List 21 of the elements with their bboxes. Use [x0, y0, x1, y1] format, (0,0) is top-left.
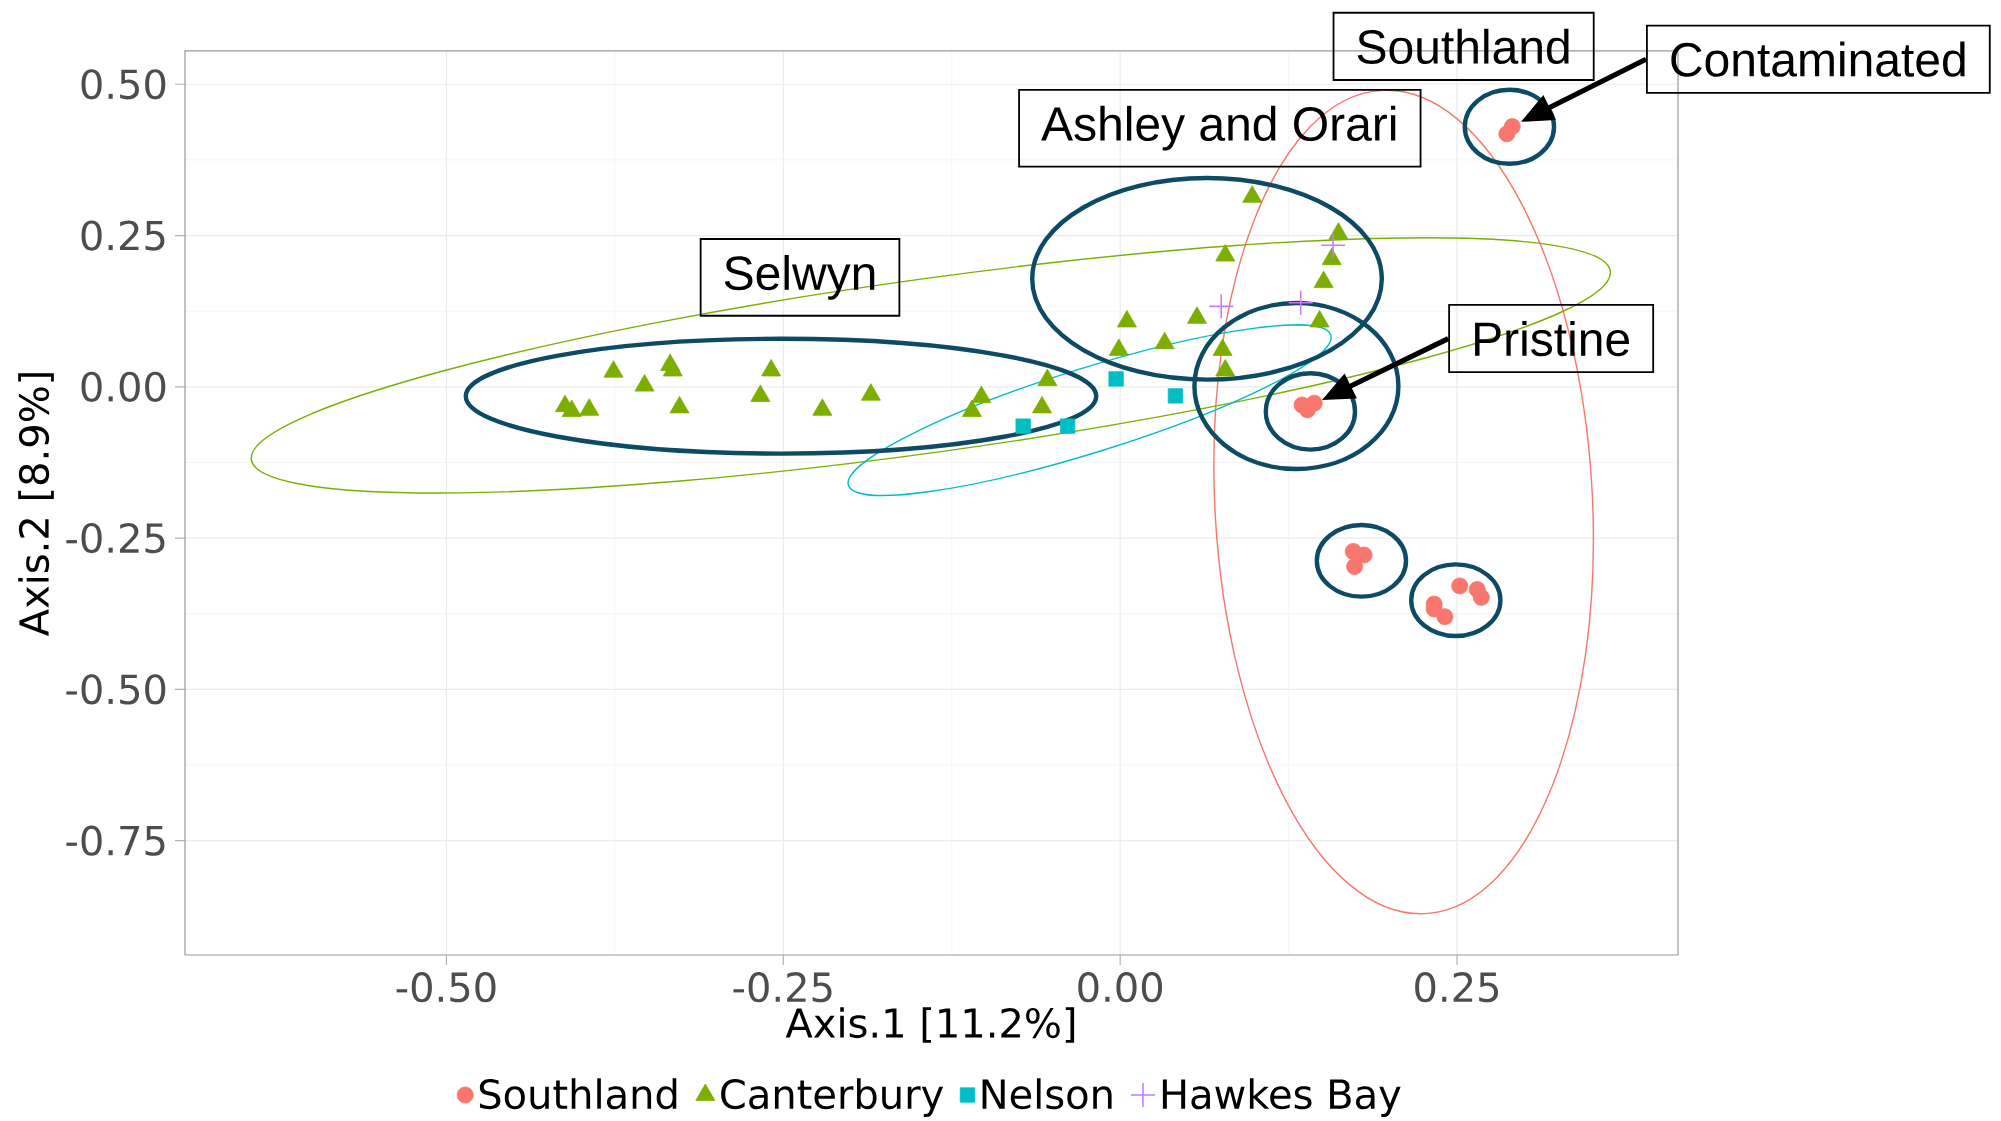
annotation: Contaminated — [1671, 41, 1965, 77]
legend-label: Southland — [479, 1078, 677, 1110]
annotation: Ashley and Orari — [1041, 105, 1396, 151]
x-tick-label: 0.00 — [1078, 972, 1163, 1003]
y-tick-label: 0.25 — [81, 220, 165, 251]
annotation: Southland — [1357, 28, 1569, 65]
annotation: Selwyn — [724, 255, 875, 300]
legend-label: Canterbury — [721, 1078, 944, 1118]
legend-label: Hawkes Bay — [1162, 1078, 1401, 1118]
y-tick-label: 0.00 — [81, 371, 166, 402]
y-tick-label: -0.50 — [66, 674, 166, 705]
x-tick-label: -0.25 — [733, 972, 832, 1003]
annotation: Pristine — [1475, 320, 1630, 357]
y-tick-label: 0.50 — [81, 69, 166, 100]
x-tick-label: 0.25 — [1415, 972, 1499, 1003]
y-axis-title: Axis.2 [8.9%] — [18, 373, 54, 637]
y-tick-label: -0.25 — [66, 522, 165, 554]
y-tick-label: -0.75 — [66, 825, 165, 856]
x-tick-label: -0.50 — [396, 972, 496, 1003]
x-axis-title: Axis.1 [11.2%] — [785, 1007, 1075, 1043]
legend-label: Nelson — [982, 1078, 1112, 1110]
